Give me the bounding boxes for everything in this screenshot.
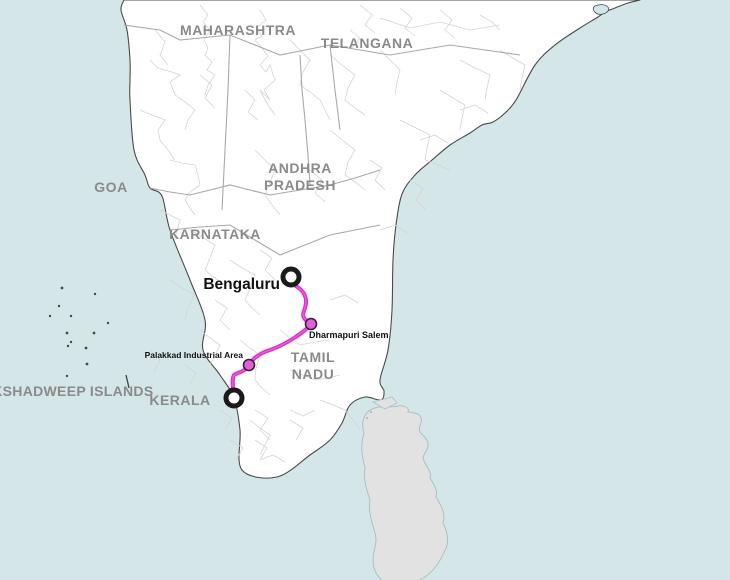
svg-text:LAKSHADWEEP ISLANDS: LAKSHADWEEP ISLANDS (0, 383, 153, 399)
svg-text:NADU: NADU (292, 366, 334, 382)
svg-text:MAHARASHTRA: MAHARASHTRA (180, 22, 296, 38)
svg-text:PRADESH: PRADESH (264, 177, 336, 193)
svg-text:Bengaluru: Bengaluru (203, 276, 280, 293)
svg-text:KERALA: KERALA (149, 392, 210, 408)
svg-text:TAMIL: TAMIL (291, 349, 335, 365)
svg-text:Palakkad Industrial Area: Palakkad Industrial Area (145, 350, 244, 360)
svg-text:Dharmapuri Salem: Dharmapuri Salem (309, 330, 389, 340)
svg-text:ANDHRA: ANDHRA (268, 160, 332, 176)
svg-text:TELANGANA: TELANGANA (321, 35, 413, 51)
svg-text:KARNATAKA: KARNATAKA (169, 226, 261, 242)
svg-text:GOA: GOA (94, 179, 127, 195)
